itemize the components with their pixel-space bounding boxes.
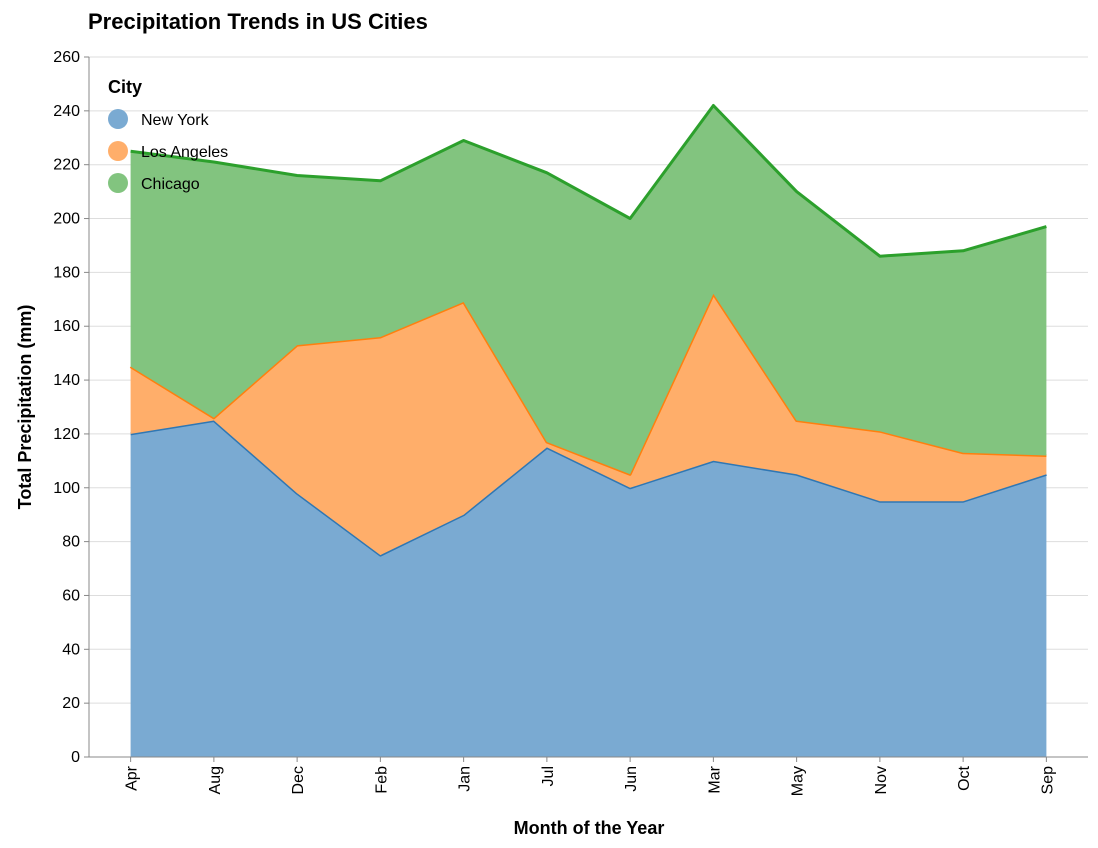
x-tick-label: May [790,766,807,796]
y-tick-label: 260 [53,49,80,66]
x-tick-label: Feb [373,766,390,794]
legend-label: Chicago [141,176,200,193]
x-tick-label: Dec [290,766,307,794]
legend-swatch [108,173,128,193]
y-tick-label: 220 [53,157,80,174]
legend-swatch [108,109,128,129]
y-tick-label: 180 [53,264,80,281]
chart-title: Precipitation Trends in US Cities [88,9,428,34]
y-tick-label: 100 [53,480,80,497]
axes: 0 20 40 60 80 100 120 140 160 180 200 220 240 260 Apr A… [53,49,1088,796]
x-tick-label: Mar [706,765,723,793]
legend-label: New York [141,112,210,129]
legend-title: City [108,77,142,97]
y-axis-title: Total Precipitation (mm) [15,305,35,510]
y-tick-label: 60 [62,587,80,604]
x-axis-title: Month of the Year [514,818,665,838]
x-tick-label: Jul [540,766,557,786]
legend-swatch [108,141,128,161]
x-tick-label: Jun [623,766,640,792]
x-tick-label: Oct [956,765,973,790]
y-tick-label: 160 [53,318,80,335]
y-tick-label: 20 [62,695,80,712]
area-series [129,104,1047,757]
y-tick-label: 120 [53,426,80,443]
area-new-york [130,420,1047,757]
area-chicago [130,105,1047,475]
y-tick-label: 80 [62,534,80,551]
y-tick-label: 240 [53,103,80,120]
y-tick-label: 140 [53,372,80,389]
x-tick-label: Sep [1039,766,1056,795]
x-tick-label: Aug [207,766,224,794]
x-tick-label: Jan [457,766,474,792]
line-chicago [130,104,1047,258]
y-tick-label: 200 [53,211,80,228]
legend: City New York Los Angeles Chicago [108,77,228,193]
x-tick-label: Apr [124,765,141,791]
x-tick-label: Nov [873,766,890,794]
y-tick-label: 0 [71,749,80,766]
y-tick-label: 40 [62,641,80,658]
area-los-angeles [130,293,1047,556]
legend-label: Los Angeles [141,144,228,161]
